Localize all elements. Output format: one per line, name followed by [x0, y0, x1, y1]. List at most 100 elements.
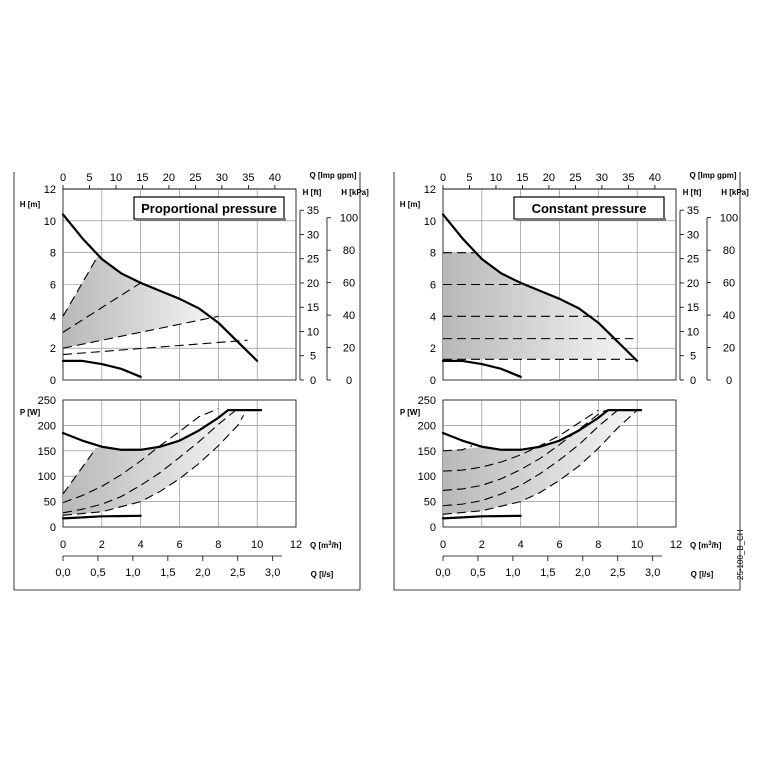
q-m3h-tick-label: 10	[631, 539, 643, 551]
p-w-tick-label: 200	[38, 420, 56, 432]
head-dashed-curve	[62, 315, 219, 349]
imp-axis-title: Q [Imp gpm]	[689, 171, 736, 180]
h-kpa-axis-title: H [kPa]	[721, 188, 749, 197]
p-w-axis-title: P [W]	[400, 408, 421, 417]
h-ft-tick-label: 15	[307, 302, 319, 314]
q-m3h-tick-label: 6	[176, 539, 182, 551]
h-kpa-tick-label: 60	[723, 278, 735, 290]
power-dashed-curve	[442, 409, 607, 491]
q-m3h-tick-label: 4	[138, 539, 144, 551]
q-m3h-tick-label: 2	[99, 539, 105, 551]
imp-axis-tick-label: 25	[189, 172, 201, 184]
q-ls-tick-label: 1,0	[125, 567, 140, 579]
q-m3h-tick-label: 0	[60, 539, 66, 551]
q-m3h-axis-title-sup: 3	[708, 541, 712, 547]
power-dashed-curve	[62, 409, 237, 514]
q-ls-tick-label: 0,5	[470, 567, 485, 579]
chart-title: Constant pressure	[532, 201, 647, 216]
power-operating-area	[443, 410, 638, 515]
h-ft-axis-title: H [ft]	[683, 188, 702, 197]
q-m3h-axis-title: Q [m3/h]	[690, 541, 722, 550]
q-ls-tick-label: 3,0	[645, 567, 660, 579]
power-dashed-curve	[62, 447, 97, 495]
h-ft-axis-title: H [ft]	[303, 188, 322, 197]
h-kpa-tick-label: 40	[723, 310, 735, 322]
q-m3h-axis-title: Q [m3/h]	[310, 541, 342, 550]
head-operating-area	[443, 252, 638, 361]
h-ft-tick-label: 20	[307, 278, 319, 290]
power-operating-area	[63, 410, 244, 516]
h-ft-tick-label: 25	[307, 254, 319, 266]
h-ft-tick-label: 20	[687, 278, 699, 290]
h-m-tick-label: 0	[50, 375, 56, 387]
imp-axis-tick-label: 25	[569, 172, 581, 184]
imp-axis-tick-label: 0	[60, 172, 66, 184]
chart-title: Proportional pressure	[141, 201, 277, 216]
h-m-tick-label: 12	[44, 184, 56, 196]
q-m3h-tick-label: 0	[440, 539, 446, 551]
power-min-curve	[441, 514, 522, 520]
h-ft-tick-label: 10	[687, 326, 699, 338]
imp-axis-tick-label: 15	[136, 172, 148, 184]
power-min-curve	[61, 514, 142, 520]
imp-axis-tick-label: 30	[216, 172, 228, 184]
imp-axis-tick-label: 20	[543, 172, 555, 184]
p-w-tick-label: 200	[418, 420, 436, 432]
q-ls-tick-label: 0,0	[55, 567, 70, 579]
h-ft-tick-label: 10	[307, 326, 319, 338]
h-ft-tick-label: 35	[307, 205, 319, 217]
chart-title-shadow	[516, 218, 666, 221]
p-w-tick-label: 150	[418, 446, 436, 458]
p-w-tick-label: 0	[430, 522, 436, 534]
p-w-tick-label: 150	[38, 446, 56, 458]
p-w-tick-label: 100	[38, 471, 56, 483]
h-m-tick-label: 10	[44, 216, 56, 228]
figure-code: 25-100_B_CH	[736, 529, 745, 580]
power-dashed-curve	[442, 445, 473, 452]
q-m3h-tick-label: 12	[670, 539, 682, 551]
chart-title-shadow	[136, 218, 286, 221]
q-m3h-tick-label: 2	[479, 539, 485, 551]
imp-axis-tick-label: 10	[490, 172, 502, 184]
h-m-axis-title: H [m]	[20, 200, 41, 209]
p-w-tick-label: 250	[38, 395, 56, 407]
h-ft-tick-label: 35	[687, 205, 699, 217]
imp-axis-tick-label: 5	[466, 172, 472, 184]
h-kpa-tick-label: 0	[346, 375, 352, 387]
imp-axis-tick-label: 0	[440, 172, 446, 184]
q-m3h-tick-label: 8	[215, 539, 221, 551]
head-operating-area	[63, 255, 219, 349]
q-m3h-tick-label: 12	[290, 539, 302, 551]
q-ls-tick-label: 2,5	[230, 567, 245, 579]
power-max-curve	[61, 409, 263, 451]
q-ls-tick-label: 1,5	[540, 567, 555, 579]
h-kpa-axis-title: H [kPa]	[341, 188, 369, 197]
p-w-tick-label: 0	[50, 522, 56, 534]
q-ls-axis-title: Q [l/s]	[311, 570, 334, 579]
q-ls-tick-label: 3,0	[265, 567, 280, 579]
h-kpa-tick-label: 60	[343, 278, 355, 290]
h-m-tick-label: 6	[50, 280, 56, 292]
q-ls-tick-label: 2,0	[195, 567, 210, 579]
h-m-tick-label: 4	[50, 311, 56, 323]
q-ls-tick-label: 2,5	[610, 567, 625, 579]
q-m3h-axis-title-suffix: /h]	[332, 541, 342, 550]
q-m3h-tick-label: 6	[556, 539, 562, 551]
imp-axis-tick-label: 30	[596, 172, 608, 184]
h-m-tick-label: 4	[430, 311, 436, 323]
head-dashed-curve	[62, 282, 141, 333]
h-ft-tick-label: 0	[690, 375, 696, 387]
q-m3h-axis-title-suffix: /h]	[712, 541, 722, 550]
h-ft-tick-label: 30	[307, 229, 319, 241]
imp-axis-tick-label: 40	[649, 172, 661, 184]
p-w-tick-label: 250	[418, 395, 436, 407]
q-m3h-tick-label: 4	[518, 539, 524, 551]
imp-axis-tick-label: 5	[86, 172, 92, 184]
p-w-tick-label: 50	[424, 497, 436, 509]
h-ft-tick-label: 30	[687, 229, 699, 241]
h-ft-tick-label: 0	[310, 375, 316, 387]
head-max-curve	[441, 213, 639, 362]
